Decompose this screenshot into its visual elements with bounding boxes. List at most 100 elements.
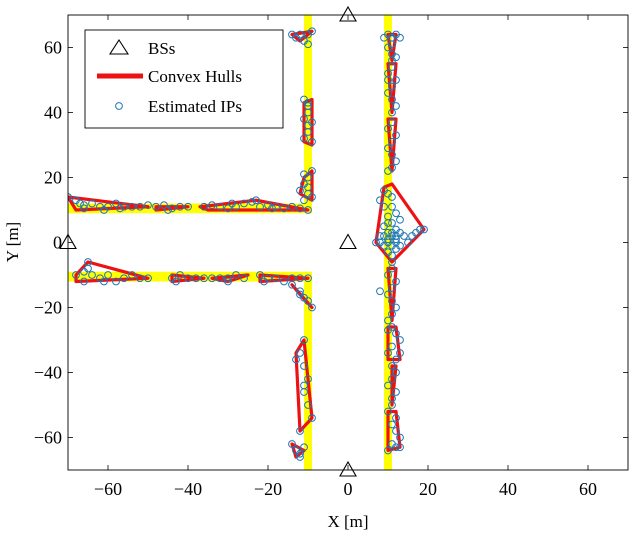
ip-point xyxy=(300,336,308,344)
ip-point xyxy=(408,232,416,240)
ip-point xyxy=(88,271,96,279)
y-tick-label: 60 xyxy=(44,38,62,58)
ip-point xyxy=(392,209,400,218)
ip-point xyxy=(296,204,304,213)
ip-point xyxy=(392,355,400,364)
ip-point xyxy=(384,349,392,357)
ip-point xyxy=(384,326,392,335)
ip-point xyxy=(388,193,396,201)
ip-point xyxy=(392,427,400,435)
ip-point xyxy=(388,284,396,292)
ip-point xyxy=(112,277,120,286)
ip-point xyxy=(388,228,396,237)
convex-hull-11 xyxy=(386,325,402,362)
ip-point xyxy=(272,274,280,283)
ip-point xyxy=(256,271,264,279)
ip-point xyxy=(388,310,396,318)
convex-hull-1 xyxy=(154,205,190,212)
ip-point xyxy=(304,40,312,49)
ip-point xyxy=(288,440,296,448)
ip-point xyxy=(84,258,92,266)
ip-point xyxy=(304,128,312,136)
ip-point xyxy=(384,446,392,455)
ip-point xyxy=(388,342,396,351)
ip-point xyxy=(120,202,128,211)
ip-point xyxy=(116,204,124,213)
convex-hull-13 xyxy=(386,409,402,453)
convex-hull-14 xyxy=(74,260,150,284)
ip-point xyxy=(308,167,316,175)
ip-point xyxy=(392,131,400,140)
ip-point xyxy=(392,235,400,244)
ip-point xyxy=(256,202,264,211)
ip-point xyxy=(260,277,268,286)
road-2 xyxy=(304,15,312,214)
ip-point xyxy=(416,225,424,234)
ip-point xyxy=(120,274,128,283)
ip-point xyxy=(128,271,136,279)
ip-point xyxy=(308,414,316,422)
ip-point xyxy=(384,407,392,416)
ip-point xyxy=(388,63,396,71)
ip-point xyxy=(396,349,404,357)
ip-point xyxy=(152,202,160,211)
ip-point xyxy=(392,443,400,452)
ip-point xyxy=(388,118,396,127)
ip-point xyxy=(144,201,152,210)
ip-point xyxy=(392,368,400,377)
legend: BSs Convex Hulls Estimated IPs xyxy=(84,29,284,129)
ip-point xyxy=(388,202,396,211)
ip-point xyxy=(388,150,396,159)
ip-point xyxy=(388,137,396,146)
ip-point xyxy=(300,362,308,370)
ip-point xyxy=(396,336,404,344)
ip-point xyxy=(396,215,404,224)
ip-point xyxy=(296,274,304,283)
convex-hull-2 xyxy=(198,198,310,212)
ip-point xyxy=(388,375,396,383)
convex-hull-0 xyxy=(68,195,150,212)
ip-point xyxy=(280,204,288,213)
ip-point xyxy=(248,197,256,206)
ip-point xyxy=(112,199,120,208)
ip-point xyxy=(296,427,304,435)
ip-point xyxy=(392,277,400,286)
ip-point xyxy=(304,375,312,383)
ip-point xyxy=(392,303,400,312)
ip-point xyxy=(396,433,404,442)
ip-point xyxy=(304,206,312,214)
y-tick-label: 20 xyxy=(44,168,62,188)
ip-point xyxy=(228,199,236,208)
ip-point xyxy=(384,290,392,299)
ip-point xyxy=(296,186,304,195)
ip-point xyxy=(308,137,316,146)
ip-point xyxy=(300,381,308,390)
convex-hull-12 xyxy=(390,364,398,407)
ip-point xyxy=(388,362,396,370)
ip-point xyxy=(380,241,388,250)
ip-point xyxy=(388,401,396,409)
ip-point xyxy=(296,453,304,461)
ip-point xyxy=(172,277,180,286)
ip-point xyxy=(296,30,304,39)
x-tick-label: 0 xyxy=(344,479,353,499)
x-tick-label: 60 xyxy=(579,479,597,499)
ip-point xyxy=(280,277,288,286)
legend-bs-icon xyxy=(108,38,130,55)
ip-point xyxy=(224,277,232,286)
ip-point xyxy=(400,232,408,240)
bs-marker-3 xyxy=(339,460,357,477)
ip-point xyxy=(380,33,388,42)
road-0 xyxy=(68,203,308,214)
ip-point xyxy=(160,201,168,210)
ip-point xyxy=(216,202,224,211)
ip-point xyxy=(304,297,312,305)
ip-point xyxy=(200,202,208,211)
ip-point xyxy=(88,199,96,208)
x-tick-label: 20 xyxy=(419,479,437,499)
bs-marker-1 xyxy=(59,233,77,250)
ip-point xyxy=(384,271,392,279)
ip-point xyxy=(388,297,396,305)
y-tick-label: −40 xyxy=(34,363,62,383)
